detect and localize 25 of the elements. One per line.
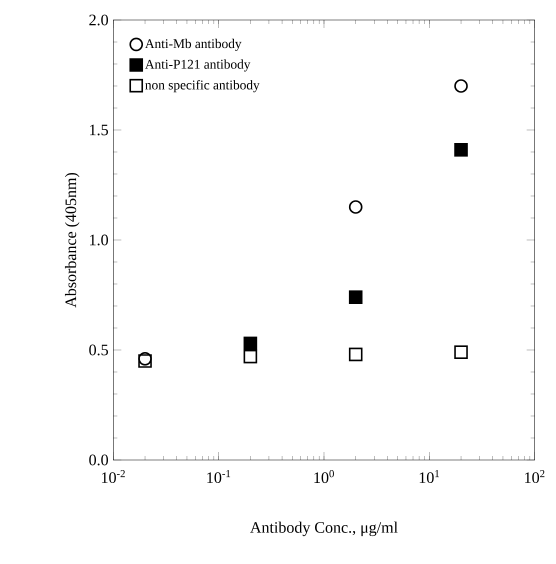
y-tick-label: 1.0	[90, 234, 108, 246]
x-tick-label: 10$^{-1}$	[207, 470, 230, 484]
x-axis-title: Antibody Conc., μg/ml	[250, 522, 398, 536]
y-tick-label: 2.0	[89, 14, 108, 26]
y-tick-label: 1.5	[90, 124, 108, 136]
point	[454, 143, 468, 157]
x-tick-label: 10$^{-2}$	[102, 470, 125, 484]
point	[348, 200, 362, 214]
y-axis-title: Absorbance (405nm)	[64, 172, 80, 308]
legend-label: non specific antibody	[145, 80, 260, 92]
point	[348, 348, 362, 362]
point	[454, 79, 468, 93]
y-tick-label: 0.5	[89, 344, 108, 356]
point	[348, 290, 362, 304]
point	[138, 352, 152, 366]
point	[244, 336, 258, 350]
point	[138, 354, 152, 368]
legend-label: Anti-P121 antibody	[145, 59, 250, 72]
y-tick-label: 0.0	[89, 454, 108, 466]
point	[244, 350, 258, 364]
x-tick-label: 10$^{2}$	[525, 470, 544, 484]
x-tick-label: 10$^{0}$	[314, 470, 334, 484]
point	[454, 345, 468, 359]
x-tick-label: 10$^{1}$	[420, 470, 440, 484]
legend-label: Anti-Mb antibody	[145, 38, 242, 51]
